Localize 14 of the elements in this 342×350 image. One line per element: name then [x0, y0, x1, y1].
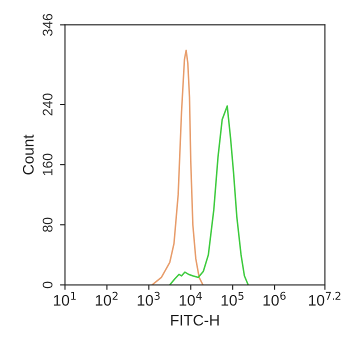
x-tick-label: 10$^{5}$ — [222, 292, 244, 306]
y-tick-label: 240 — [42, 93, 53, 116]
y-tick-label: 346 — [42, 14, 53, 36]
y-tick-label: 160 — [42, 154, 53, 176]
x-tick-label: 10$^{7.2}$ — [309, 292, 340, 306]
x-tick-label: 10$^{2}$ — [96, 292, 118, 306]
x-tick-label: 10$^{4}$ — [180, 292, 202, 306]
x-tick-label: 10$^{6}$ — [264, 292, 286, 306]
x-axis-title: FITC-H — [171, 314, 219, 326]
x-tick-label: 10$^{3}$ — [138, 292, 160, 306]
y-axis-title: Count — [22, 134, 34, 174]
x-tick-label: 10$^{1}$ — [54, 292, 76, 306]
y-tick-label: 80 — [42, 218, 53, 232]
y-tick-label: 0 — [42, 282, 53, 288]
